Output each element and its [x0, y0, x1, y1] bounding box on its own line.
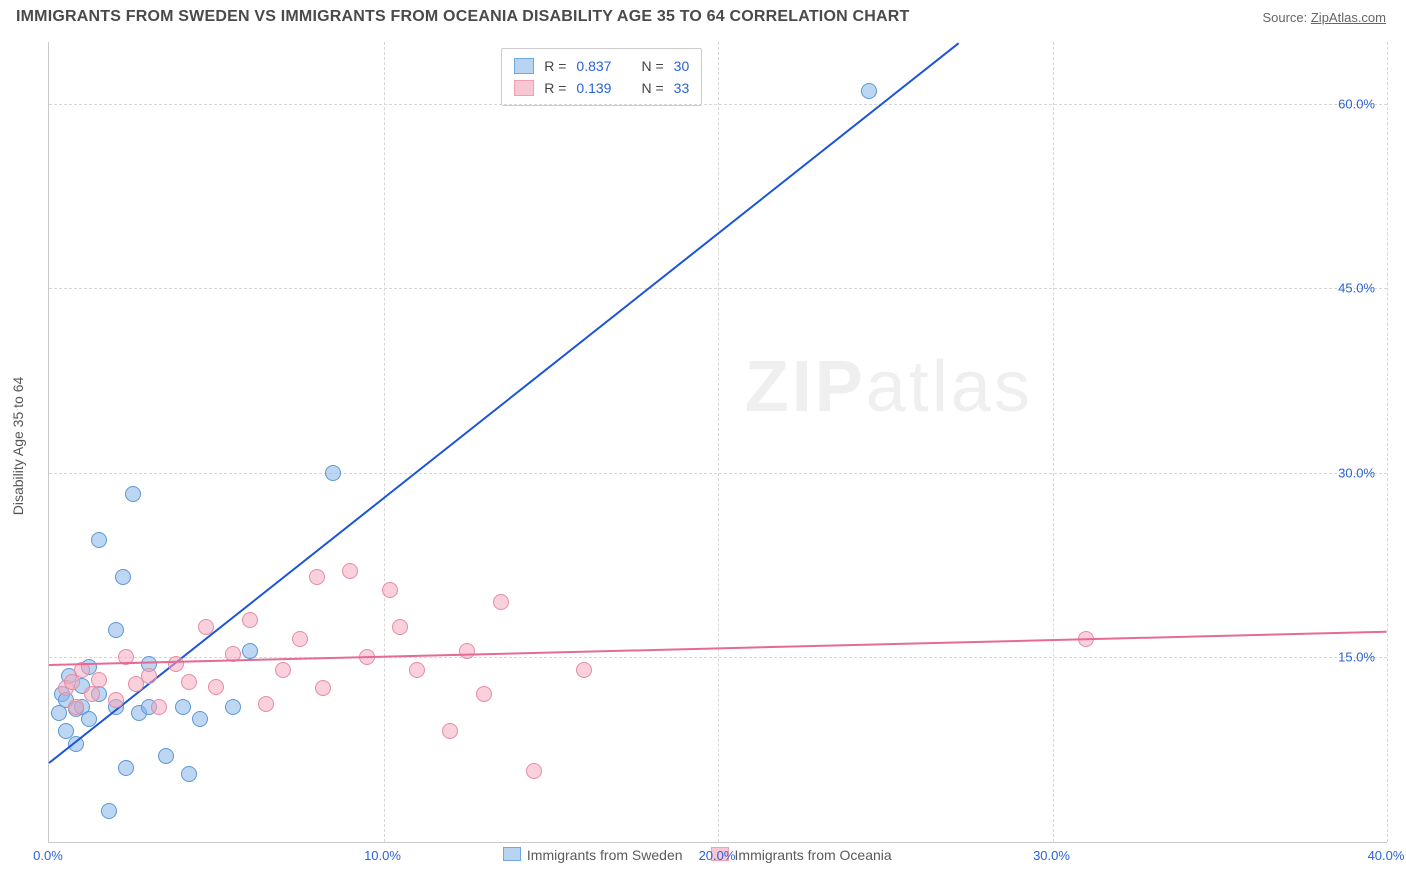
marker-sweden — [325, 465, 341, 481]
y-tick-label: 15.0% — [1338, 650, 1375, 665]
legend-n-value: 30 — [674, 55, 690, 77]
marker-oceania — [409, 662, 425, 678]
correlation-legend: R = 0.837 N = 30 R = 0.139 N = 33 — [501, 48, 702, 106]
legend-swatch — [514, 80, 534, 96]
marker-sweden — [125, 486, 141, 502]
y-tick-label: 30.0% — [1338, 465, 1375, 480]
legend-row: R = 0.837 N = 30 — [514, 55, 689, 77]
marker-sweden — [101, 803, 117, 819]
marker-oceania — [526, 763, 542, 779]
marker-oceania — [476, 686, 492, 702]
x-tick-label: 20.0% — [699, 848, 736, 863]
marker-oceania — [382, 582, 398, 598]
series-label: Immigrants from Sweden — [527, 847, 683, 863]
marker-sweden — [115, 569, 131, 585]
marker-oceania — [459, 643, 475, 659]
gridline-v — [384, 42, 385, 842]
marker-sweden — [861, 83, 877, 99]
marker-oceania — [181, 674, 197, 690]
x-tick-label: 0.0% — [33, 848, 63, 863]
legend-r-label: R = — [544, 55, 566, 77]
series-legend: Immigrants from Sweden Immigrants from Oc… — [503, 846, 892, 863]
marker-oceania — [208, 679, 224, 695]
marker-oceania — [576, 662, 592, 678]
series-legend-item: Immigrants from Sweden — [503, 846, 683, 863]
series-swatch — [503, 847, 521, 861]
marker-oceania — [84, 686, 100, 702]
legend-n-label: N = — [641, 77, 663, 99]
y-axis-label: Disability Age 35 to 64 — [10, 377, 26, 516]
marker-oceania — [68, 699, 84, 715]
marker-oceania — [168, 656, 184, 672]
marker-sweden — [108, 622, 124, 638]
y-tick-label: 60.0% — [1338, 96, 1375, 111]
series-label: Immigrants from Oceania — [735, 847, 892, 863]
watermark: ZIPatlas — [745, 346, 1033, 428]
chart-title: IMMIGRANTS FROM SWEDEN VS IMMIGRANTS FRO… — [16, 8, 910, 26]
gridline-v — [1387, 42, 1388, 842]
watermark-light: atlas — [866, 347, 1033, 427]
marker-sweden — [192, 711, 208, 727]
marker-oceania — [91, 672, 107, 688]
plot-area: ZIPatlas R = 0.837 N = 30 R = 0.139 N = 33 15.0… — [48, 42, 1387, 843]
marker-oceania — [493, 594, 509, 610]
source-link[interactable]: ZipAtlas.com — [1311, 10, 1386, 25]
marker-sweden — [242, 643, 258, 659]
marker-oceania — [392, 619, 408, 635]
legend-r-value: 0.139 — [576, 77, 611, 99]
marker-sweden — [118, 760, 134, 776]
y-tick-label: 45.0% — [1338, 281, 1375, 296]
gridline-v — [1053, 42, 1054, 842]
marker-oceania — [141, 668, 157, 684]
marker-oceania — [108, 692, 124, 708]
marker-oceania — [442, 723, 458, 739]
marker-oceania — [315, 680, 331, 696]
marker-sweden — [181, 766, 197, 782]
watermark-bold: ZIP — [745, 347, 866, 427]
marker-oceania — [275, 662, 291, 678]
marker-oceania — [342, 563, 358, 579]
marker-oceania — [151, 699, 167, 715]
series-legend-item: Immigrants from Oceania — [711, 846, 892, 863]
source-prefix: Source: — [1262, 10, 1310, 25]
x-tick-label: 40.0% — [1368, 848, 1405, 863]
marker-oceania — [198, 619, 214, 635]
marker-oceania — [242, 612, 258, 628]
legend-swatch — [514, 58, 534, 74]
marker-oceania — [309, 569, 325, 585]
legend-r-value: 0.837 — [576, 55, 611, 77]
trendline-sweden — [48, 42, 959, 764]
marker-sweden — [175, 699, 191, 715]
gridline-v — [718, 42, 719, 842]
marker-oceania — [258, 696, 274, 712]
x-tick-label: 30.0% — [1033, 848, 1070, 863]
marker-sweden — [225, 699, 241, 715]
marker-oceania — [292, 631, 308, 647]
legend-row: R = 0.139 N = 33 — [514, 77, 689, 99]
source-credit: Source: ZipAtlas.com — [1262, 10, 1386, 25]
marker-sweden — [158, 748, 174, 764]
legend-n-value: 33 — [674, 77, 690, 99]
x-tick-label: 10.0% — [364, 848, 401, 863]
marker-sweden — [91, 532, 107, 548]
legend-n-label: N = — [641, 55, 663, 77]
legend-r-label: R = — [544, 77, 566, 99]
